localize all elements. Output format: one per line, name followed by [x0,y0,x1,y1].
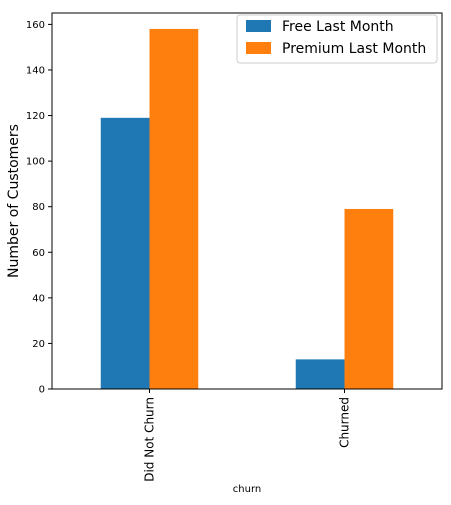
x-tick-label-churned: Churned [338,397,352,448]
y-tick-label-140: 140 [26,65,45,76]
legend-label-free-last-month: Free Last Month [282,19,394,35]
bar-did-not-churn-free-last-month [100,117,150,389]
y-tick-label-100: 100 [26,157,45,168]
y-axis: 0 20 40 60 80 100 120 140 160 [26,20,52,396]
x-axis-label: churn [233,484,261,495]
y-tick-label-80: 80 [32,202,45,213]
bar-churned-premium-last-month [344,208,394,389]
y-tick-label-0: 0 [39,385,45,396]
y-tick-label-160: 160 [26,20,45,31]
bar-did-not-churn-premium-last-month [149,28,199,390]
legend-swatch-premium-last-month [246,42,271,54]
y-tick-label-60: 60 [32,248,45,259]
legend: Free Last Month Premium Last Month [236,14,438,64]
y-tick-label-40: 40 [32,293,45,304]
y-tick-label-120: 120 [26,111,45,122]
plot-frame [51,12,443,390]
legend-frame [236,14,438,64]
y-tick-label-20: 20 [32,339,45,350]
x-axis: Did Not Churn Churned [143,389,352,482]
bar-churned-free-last-month [295,359,345,389]
x-tick-label-did-not-churn: Did Not Churn [143,397,157,482]
y-axis-label: Number of Customers [6,124,22,278]
legend-swatch-free-last-month [246,20,271,32]
legend-label-premium-last-month: Premium Last Month [282,41,426,57]
bars-group [100,28,394,390]
